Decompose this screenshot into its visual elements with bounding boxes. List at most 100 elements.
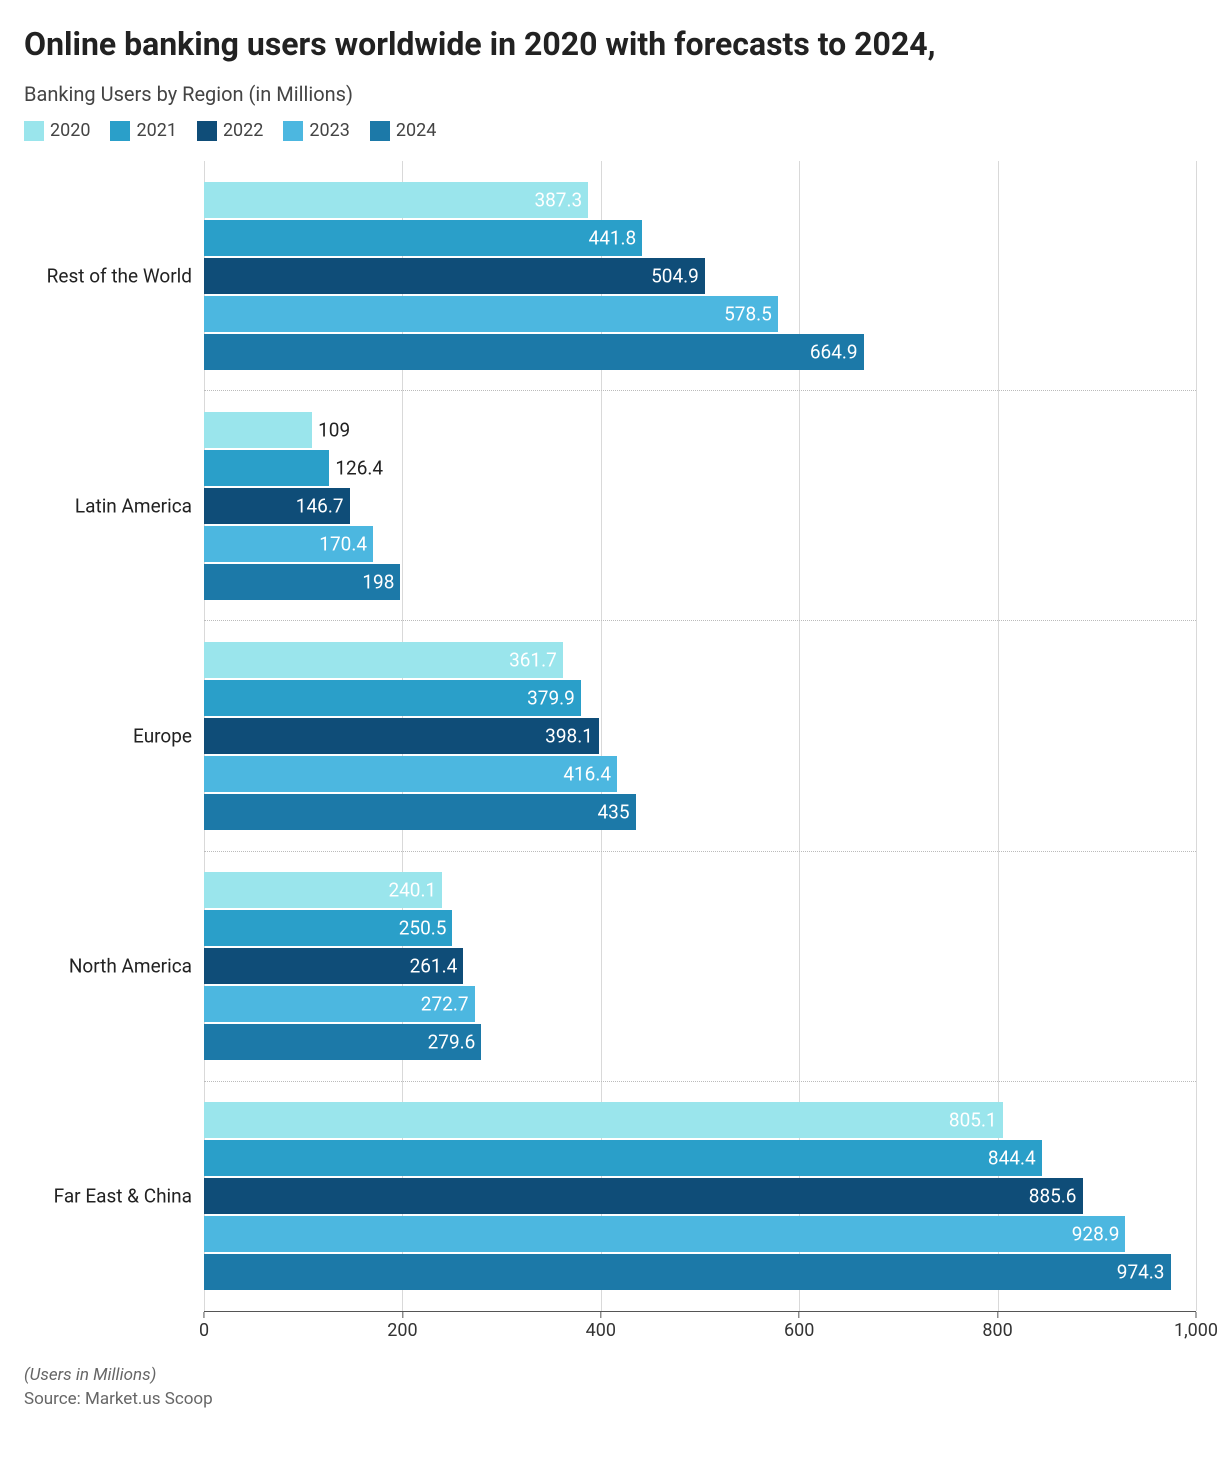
bar: 928.9 bbox=[204, 1216, 1125, 1252]
bar-row: 435 bbox=[204, 794, 1196, 830]
bar: 398.1 bbox=[204, 718, 599, 754]
bar-value-label: 805.1 bbox=[949, 1109, 997, 1132]
bar-value-label: 885.6 bbox=[1029, 1185, 1077, 1208]
legend-swatch bbox=[283, 121, 303, 141]
bar-value-label: 279.6 bbox=[428, 1031, 476, 1054]
bar-value-label: 272.7 bbox=[421, 993, 469, 1016]
bar: 279.6 bbox=[204, 1024, 481, 1060]
bar: 441.8 bbox=[204, 220, 642, 256]
bar-row: 279.6 bbox=[204, 1024, 1196, 1060]
footnote: (Users in Millions) bbox=[24, 1365, 1196, 1385]
bar-row: 170.4 bbox=[204, 526, 1196, 562]
category-label: Rest of the World bbox=[47, 264, 192, 287]
bar: 261.4 bbox=[204, 948, 463, 984]
category-group: Europe361.7379.9398.1416.4435 bbox=[204, 620, 1196, 850]
bar-row: 885.6 bbox=[204, 1178, 1196, 1214]
bar-value-label: 250.5 bbox=[399, 917, 447, 940]
bar-value-label: 379.9 bbox=[527, 687, 575, 710]
bar-value-label: 974.3 bbox=[1117, 1261, 1165, 1284]
bar: 126.4 bbox=[204, 450, 329, 486]
bar: 578.5 bbox=[204, 296, 778, 332]
legend-item: 2020 bbox=[24, 120, 90, 141]
legend-label: 2021 bbox=[136, 120, 176, 141]
bar-value-label: 170.4 bbox=[319, 532, 367, 555]
x-axis-tick: 400 bbox=[586, 1312, 616, 1341]
bar-row: 441.8 bbox=[204, 220, 1196, 256]
legend-label: 2022 bbox=[223, 120, 263, 141]
bar-row: 387.3 bbox=[204, 182, 1196, 218]
bar: 435 bbox=[204, 794, 636, 830]
bar: 250.5 bbox=[204, 910, 452, 946]
bar-value-label: 578.5 bbox=[724, 302, 772, 325]
bar-row: 504.9 bbox=[204, 258, 1196, 294]
bar-value-label: 198 bbox=[362, 570, 394, 593]
bar: 170.4 bbox=[204, 526, 373, 562]
bar: 198 bbox=[204, 564, 400, 600]
bar: 146.7 bbox=[204, 488, 350, 524]
bar-row: 664.9 bbox=[204, 334, 1196, 370]
bar-value-label: 387.3 bbox=[534, 188, 582, 211]
legend-label: 2024 bbox=[396, 120, 436, 141]
bar: 272.7 bbox=[204, 986, 475, 1022]
category-group: Latin America109126.4146.7170.4198 bbox=[204, 390, 1196, 620]
bar-row: 250.5 bbox=[204, 910, 1196, 946]
bar: 844.4 bbox=[204, 1140, 1042, 1176]
x-axis-tick: 800 bbox=[982, 1312, 1012, 1341]
legend-swatch bbox=[370, 121, 390, 141]
bar-row: 578.5 bbox=[204, 296, 1196, 332]
bar-row: 126.4 bbox=[204, 450, 1196, 486]
bar-value-label: 928.9 bbox=[1072, 1223, 1120, 1246]
legend-item: 2023 bbox=[283, 120, 349, 141]
category-label: Latin America bbox=[75, 494, 192, 517]
bar-value-label: 261.4 bbox=[410, 955, 458, 978]
bar-row: 379.9 bbox=[204, 680, 1196, 716]
bar: 416.4 bbox=[204, 756, 617, 792]
bar: 109 bbox=[204, 412, 312, 448]
legend-item: 2024 bbox=[370, 120, 436, 141]
bar: 361.7 bbox=[204, 642, 563, 678]
bar-row: 974.3 bbox=[204, 1254, 1196, 1290]
bar-row: 272.7 bbox=[204, 986, 1196, 1022]
legend: 2020 2021 2022 2023 2024 bbox=[24, 120, 1196, 141]
bar-row: 146.7 bbox=[204, 488, 1196, 524]
x-axis-tick: 200 bbox=[387, 1312, 417, 1341]
bar-value-label: 441.8 bbox=[589, 226, 637, 249]
bar-value-label: 146.7 bbox=[296, 494, 344, 517]
legend-swatch bbox=[24, 121, 44, 141]
category-label: North America bbox=[69, 955, 192, 978]
legend-swatch bbox=[110, 121, 130, 141]
bar-value-label: 240.1 bbox=[388, 879, 436, 902]
bar-value-label: 398.1 bbox=[545, 725, 593, 748]
bar-value-label: 416.4 bbox=[563, 763, 611, 786]
x-axis-tick: 1,000 bbox=[1174, 1312, 1218, 1341]
legend-swatch bbox=[197, 121, 217, 141]
bar-row: 198 bbox=[204, 564, 1196, 600]
bar: 387.3 bbox=[204, 182, 588, 218]
bar-chart: Rest of the World 387.3 441.8 504.9 578.5 664… bbox=[24, 161, 1196, 1347]
bar: 504.9 bbox=[204, 258, 705, 294]
bar-value-label: 435 bbox=[597, 801, 629, 824]
bar-row: 928.9 bbox=[204, 1216, 1196, 1252]
legend-item: 2022 bbox=[197, 120, 263, 141]
bar-value-label: 504.9 bbox=[651, 264, 699, 287]
category-label: Europe bbox=[133, 725, 192, 748]
bar-row: 361.7 bbox=[204, 642, 1196, 678]
category-group: Rest of the World387.3441.8504.9578.5664… bbox=[204, 161, 1196, 390]
category-group: North America240.1250.5261.4272.7279.6 bbox=[204, 851, 1196, 1081]
bar-row: 416.4 bbox=[204, 756, 1196, 792]
bar-row: 109 bbox=[204, 412, 1196, 448]
bar: 664.9 bbox=[204, 334, 864, 370]
plot-area: Rest of the World387.3441.8504.9578.5664… bbox=[204, 161, 1196, 1311]
bar: 805.1 bbox=[204, 1102, 1003, 1138]
legend-item: 2021 bbox=[110, 120, 176, 141]
gridline bbox=[1196, 161, 1197, 1311]
bar-value-label: 126.4 bbox=[335, 456, 383, 479]
x-axis-tick: 600 bbox=[784, 1312, 814, 1341]
category-group: Far East & China805.1844.4885.6928.9974.… bbox=[204, 1081, 1196, 1311]
bar-row: 398.1 bbox=[204, 718, 1196, 754]
bar: 240.1 bbox=[204, 872, 442, 908]
bar: 885.6 bbox=[204, 1178, 1083, 1214]
bar-row: 261.4 bbox=[204, 948, 1196, 984]
bar-row: 240.1 bbox=[204, 872, 1196, 908]
bar: 974.3 bbox=[204, 1254, 1171, 1290]
